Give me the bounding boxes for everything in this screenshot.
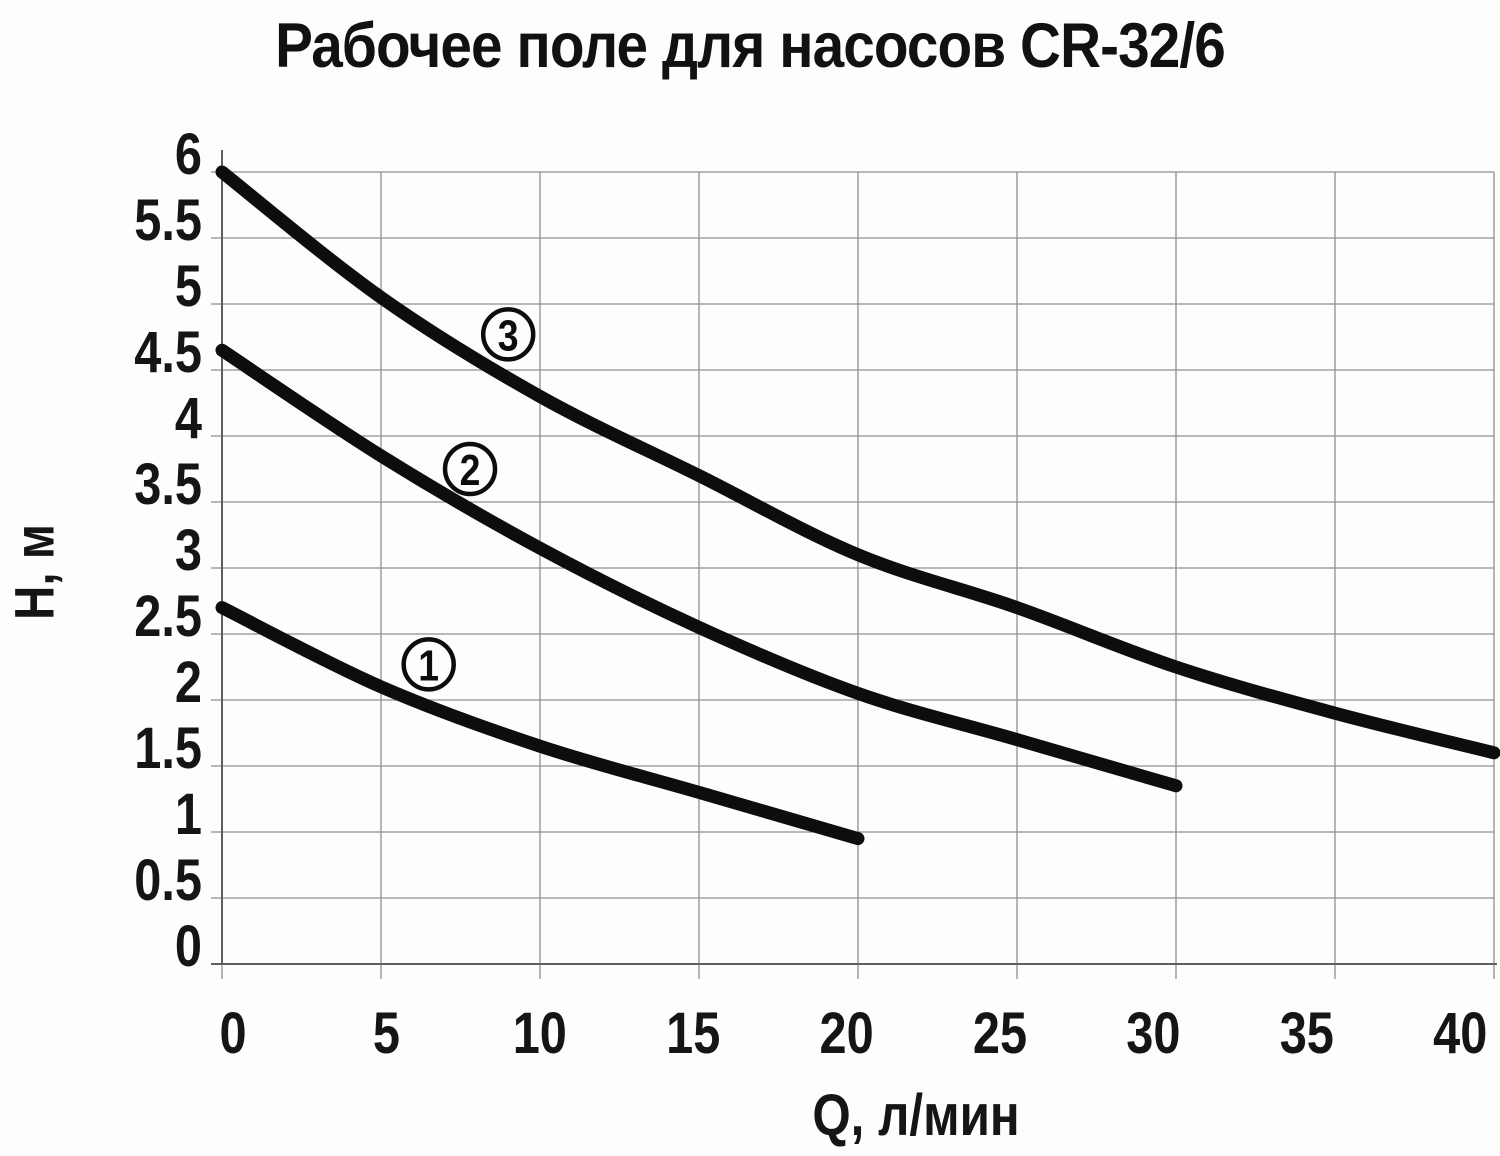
pump-curve-3 [215, 165, 1500, 760]
y-tick-label-1: 1 [175, 783, 202, 847]
curve-label-circle-3 [480, 307, 536, 362]
x-tick-label-30: 30 [1126, 1002, 1180, 1066]
y-tick-label-1-5: 1.5 [134, 717, 202, 781]
curve-label-circle-1 [401, 637, 456, 692]
x-tick-label-40: 40 [1433, 1002, 1487, 1066]
x-axis-title: Q, л/мин [812, 1083, 1020, 1148]
x-tick-label-25: 25 [973, 1002, 1027, 1066]
x-tick-label-10: 10 [513, 1002, 567, 1066]
x-tick-label-15: 15 [666, 1002, 720, 1066]
curve-label-number-3: 3 [498, 310, 519, 360]
x-tick-label-0: 0 [219, 1002, 246, 1066]
x-tick-label-20: 20 [820, 1002, 874, 1066]
curve-label-circle-2 [442, 441, 498, 497]
y-tick-label-0-5: 0.5 [134, 849, 202, 913]
curve-label-number-2: 2 [460, 445, 481, 495]
y-tick-label-4: 4 [175, 387, 202, 451]
x-tick-label-35: 35 [1280, 1002, 1334, 1066]
y-tick-label-2-5: 2.5 [134, 585, 202, 649]
x-tick-label-5: 5 [373, 1002, 400, 1066]
pump-curve-1 [215, 601, 865, 846]
curve-label-number-1: 1 [418, 640, 439, 690]
y-tick-label-3-5: 3.5 [134, 453, 202, 517]
y-tick-label-0: 0 [175, 915, 202, 979]
y-tick-label-3: 3 [175, 519, 202, 583]
chart-title: Рабочее поле для насосов CR-32/6 [275, 11, 1226, 81]
pump-curve-2 [215, 343, 1183, 793]
y-tick-label-5-5: 5.5 [134, 189, 202, 253]
y-tick-label-4-5: 4.5 [134, 321, 202, 385]
y-tick-label-6: 6 [175, 123, 202, 187]
y-tick-label-2: 2 [175, 651, 202, 715]
y-tick-label-5: 5 [175, 255, 202, 319]
